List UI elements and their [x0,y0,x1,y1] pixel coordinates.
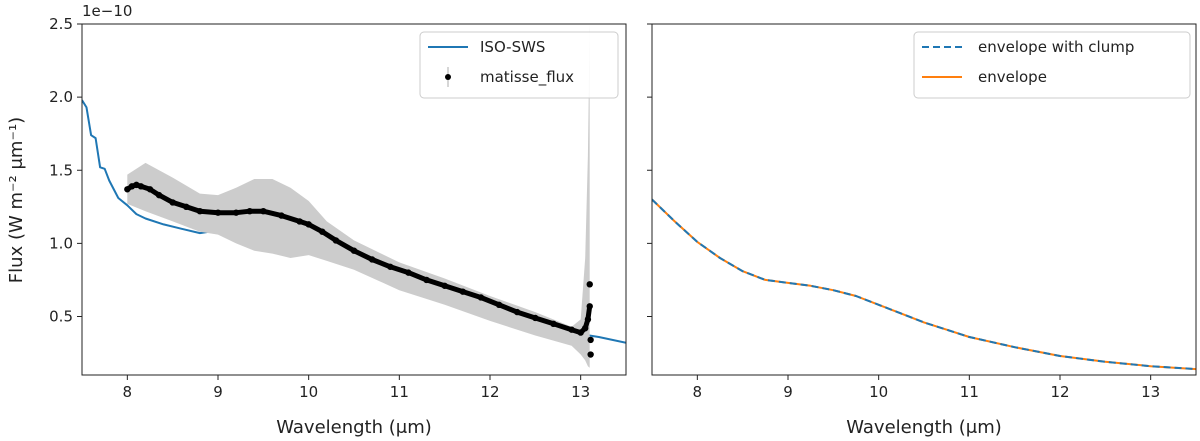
matisse-flux-point [441,282,448,289]
left-axes-frame [81,23,627,376]
matisse-flux-point [577,329,584,336]
matisse-flux-point [405,269,412,276]
iso-sws-line [82,99,626,344]
legend-label-matisse: matisse_flux [480,68,574,87]
matisse-flux-outlier-point [586,281,593,288]
left-x-axis: 8 9 10 11 12 13 [123,375,590,401]
matisse-flux-point [459,288,466,295]
matisse-flux-point [586,303,593,310]
left-x-tick-label: 12 [480,383,499,401]
right-x-tick-label: 9 [783,383,793,401]
right-x-tick-label: 11 [960,383,979,401]
matisse-flux-point [169,199,176,206]
left-x-axis-label: Wavelength (μm) [276,417,432,438]
right-legend: envelope with clump envelope [913,31,1191,99]
matisse-flux-point [305,221,312,228]
envelope-line [652,198,1196,371]
matisse-flux-point [232,209,240,216]
matisse-flux-point [146,186,154,193]
left-legend-box [419,31,619,99]
left-y-tick-label: 2.5 [49,15,73,33]
left-x-tick-label: 8 [123,383,133,401]
legend-label-iso-sws: ISO-SWS [480,38,545,56]
matisse-flux-point [319,228,326,235]
matisse-flux-point [532,314,539,322]
right-x-tick-label: 12 [1050,383,1069,401]
left-x-tick-label: 11 [390,383,409,401]
matisse-flux-outlier-point [587,336,594,344]
matisse-flux-point [155,191,163,199]
left-y-axis: 0.5 1.0 1.5 2.0 2.5 [49,15,82,326]
matisse-flux-point [550,320,557,328]
matisse-flux-point [183,203,190,211]
left-y-tick-label: 2.0 [49,88,73,106]
right-x-axis: 8 9 10 11 12 13 [693,375,1160,401]
right-x-tick-label: 13 [1141,383,1160,401]
matisse-flux-outlier-point [587,351,594,358]
matisse-flux-point [387,263,394,270]
legend-marker-matisse [445,74,451,80]
left-x-tick-label: 10 [299,383,318,401]
left-legend: ISO-SWS matisse_flux [419,31,619,99]
matisse-flux-point [477,294,485,301]
right-y-axis [647,23,652,317]
matisse-flux-point [368,256,376,263]
right-x-axis-label: Wavelength (μm) [846,417,1002,438]
matisse-flux-point [514,308,521,316]
matisse-flux-point [296,218,303,225]
matisse-flux-point [246,208,253,215]
right-x-tick-label: 8 [693,383,703,401]
matisse-flux-point [278,212,285,219]
right-axes-frame [651,23,1197,376]
right-plot-area [652,198,1196,371]
left-x-tick-label: 9 [213,383,223,401]
left-panel: 8 9 10 11 12 13 0.5 1.0 1.5 2.0 2.5 1e−10 Wavelen… [6,2,627,438]
matisse-flux-error-band [127,24,590,368]
legend-label-envelope-with-clump: envelope with clump [978,38,1134,56]
y-axis-label: Flux (W m⁻² μm⁻¹) [6,117,27,283]
matisse-flux-point [350,247,358,254]
matisse-flux-point [260,208,267,215]
matisse-flux-point [568,326,575,333]
left-y-tick-label: 1.0 [49,234,73,252]
matisse-flux-point [214,209,222,216]
left-x-tick-label: 13 [571,383,590,401]
right-panel: 8 9 10 11 12 13 Wavelength (μm) envelope with… [647,23,1197,438]
matisse-flux-point [495,301,503,308]
left-plot-area [82,24,626,368]
legend-label-envelope: envelope [978,68,1047,86]
left-y-tick-label: 0.5 [49,308,73,326]
matisse-flux-point [423,276,430,284]
matisse-flux-point [582,325,589,332]
matisse-flux-point [196,208,204,215]
matisse-flux-point [137,183,145,190]
matisse-flux-point [584,316,592,323]
matisse-flux-point [332,237,340,244]
right-legend-box [913,31,1191,99]
right-x-tick-label: 10 [869,383,888,401]
matisse-flux-point [124,186,131,193]
offset-text: 1e−10 [82,2,132,20]
envelope-with-clump-line [652,198,1196,371]
left-y-tick-label: 1.5 [49,161,73,179]
